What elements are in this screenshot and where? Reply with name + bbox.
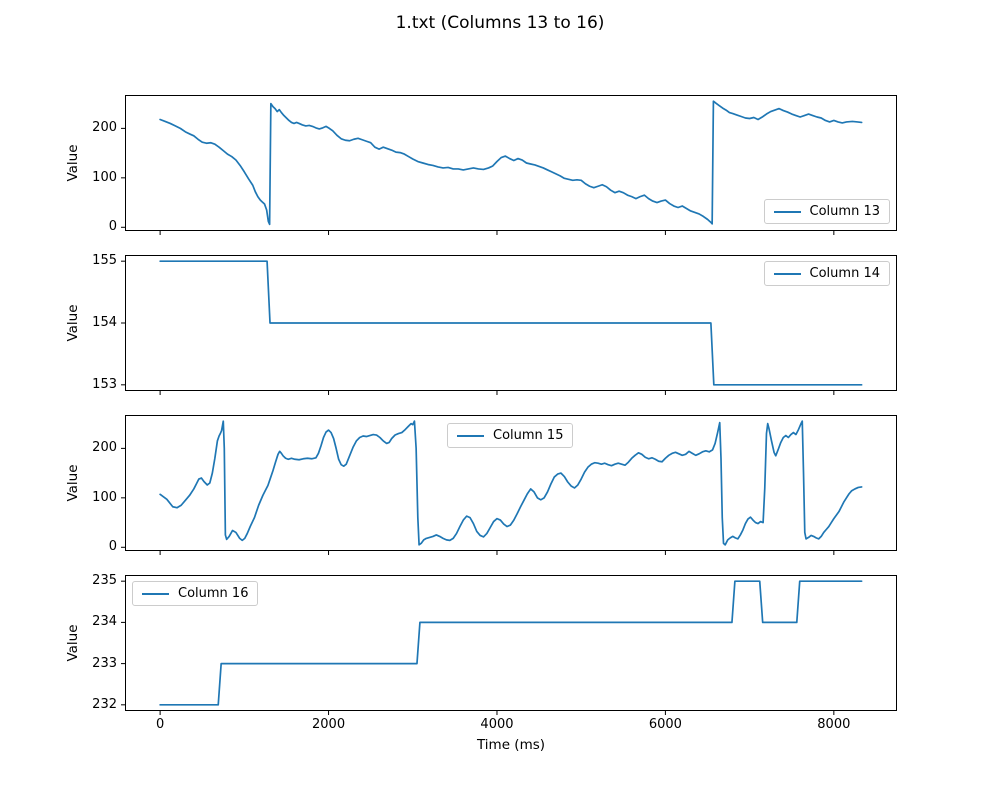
plot-area-column-13: [121, 95, 897, 235]
axes-frame: [125, 415, 897, 551]
legend-column-14: Column 14: [763, 261, 890, 286]
y-tick-label: 200: [92, 120, 117, 136]
x-tick-label: 4000: [480, 717, 514, 732]
data-line-column-14: [159, 260, 863, 386]
y-tick-label: 100: [92, 489, 117, 505]
y-tick-label: 235: [92, 573, 117, 589]
subplot-column-16: Value Column 16: [0, 575, 1000, 715]
y-tick-label: 153: [92, 376, 117, 392]
x-tick-label: 2000: [312, 717, 346, 732]
data-line-column-15: [159, 420, 863, 546]
x-axis-label: Time (ms): [476, 737, 546, 753]
legend-line-swatch: [457, 434, 484, 437]
legend-column-15: Column 15: [447, 423, 574, 448]
x-tick-label: 8000: [817, 717, 851, 732]
legend-line-swatch: [773, 272, 801, 275]
axes-frame: [125, 255, 897, 391]
subplot-column-14: Value Column 14: [0, 255, 1000, 395]
y-tick-label: 234: [92, 614, 117, 630]
axes-frame: [125, 575, 897, 711]
y-tick-label: 0: [108, 219, 117, 235]
axes-frame: [125, 95, 897, 231]
legend-line-swatch: [142, 592, 169, 595]
subplot-column-15: Value Column 15: [0, 415, 1000, 555]
subplot-column-13: Value Column 13: [0, 95, 1000, 235]
legend-label: Column 14: [809, 266, 880, 281]
x-tick-label: 0: [155, 717, 165, 732]
legend-label: Column 16: [178, 586, 249, 601]
legend-label: Column 13: [809, 204, 880, 219]
y-tick-label: 100: [92, 169, 117, 185]
y-tick-label: 200: [92, 440, 117, 456]
legend-column-16: Column 16: [132, 581, 259, 606]
plot-area-column-16: [121, 575, 897, 715]
y-tick-label: 155: [92, 253, 117, 269]
y-tick-label: 154: [92, 315, 117, 330]
legend-line-swatch: [773, 210, 801, 213]
legend-column-13: Column 13: [763, 199, 890, 224]
plot-area-column-15: [121, 415, 897, 555]
data-line-column-13: [159, 100, 863, 226]
data-line-column-16: [159, 580, 863, 706]
y-tick-label: 0: [108, 539, 117, 555]
y-tick-label: 232: [92, 696, 117, 712]
legend-label: Column 15: [493, 428, 564, 443]
y-tick-label: 233: [92, 655, 117, 671]
figure-title: 1.txt (Columns 13 to 16): [395, 13, 605, 33]
plot-area-column-14: [121, 255, 897, 395]
x-tick-label: 6000: [648, 717, 682, 732]
